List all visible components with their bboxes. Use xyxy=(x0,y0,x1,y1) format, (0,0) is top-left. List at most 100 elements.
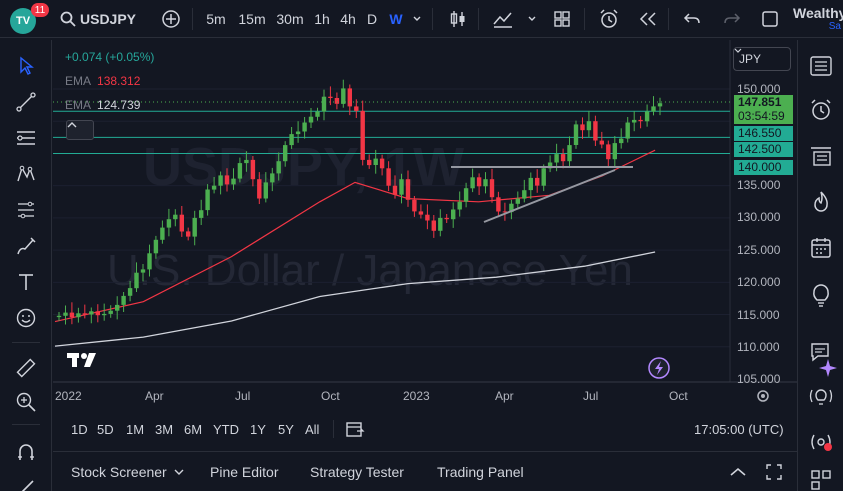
candle-body xyxy=(289,134,294,146)
currency-value: JPY xyxy=(739,52,762,66)
trendline-icon xyxy=(16,92,36,112)
interval-dropdown[interactable] xyxy=(410,0,424,38)
ema-slow-line xyxy=(54,251,656,347)
rising-trendline[interactable] xyxy=(483,169,616,223)
zoom-tool[interactable] xyxy=(10,386,42,418)
bottom-panel-bar: Stock Screener Pine Editor Strategy Test… xyxy=(53,451,797,491)
candle-body xyxy=(89,311,94,315)
currency-select[interactable]: JPY xyxy=(733,47,791,71)
maximize-panel-button[interactable] xyxy=(765,452,783,491)
interval-30m[interactable]: 30m xyxy=(276,11,304,27)
cursor-arrow-icon xyxy=(20,56,34,75)
magnet-tool[interactable] xyxy=(10,436,42,468)
candle-body xyxy=(535,177,540,186)
interval-d[interactable]: D xyxy=(366,11,378,27)
range-6m[interactable]: 6M xyxy=(184,421,203,437)
time-label: Oct xyxy=(669,389,688,403)
candle-body xyxy=(412,199,417,212)
tab-trading-panel[interactable]: Trading Panel xyxy=(437,464,524,480)
fib-tool[interactable] xyxy=(10,122,42,154)
utc-clock[interactable]: 17:05:00 (UTC) xyxy=(694,421,784,437)
range-5y[interactable]: 5Y xyxy=(278,421,294,437)
expand-panel-button[interactable] xyxy=(729,452,747,491)
fullscreen-button[interactable] xyxy=(758,0,782,38)
candle-body xyxy=(295,131,301,135)
range-1d[interactable]: 1D xyxy=(71,421,88,437)
flame-icon xyxy=(814,191,828,212)
lightning-icon[interactable] xyxy=(648,357,670,379)
undo-button[interactable] xyxy=(680,0,704,38)
indicators-dropdown[interactable] xyxy=(524,0,540,38)
candle-body xyxy=(308,116,314,123)
interval-15m[interactable]: 15m xyxy=(238,11,266,27)
list-icon xyxy=(810,56,832,76)
hotlists-button[interactable] xyxy=(805,186,837,218)
trendline-tool[interactable] xyxy=(10,86,42,118)
symbol-search-button[interactable]: USDJPY xyxy=(60,0,140,38)
range-5d[interactable]: 5D xyxy=(97,421,114,437)
ai-assistant-badge[interactable] xyxy=(818,358,838,378)
collapse-legend-button[interactable] xyxy=(66,120,94,140)
zoom-in-icon xyxy=(16,392,36,412)
chat-button[interactable] xyxy=(805,336,837,368)
candle-body xyxy=(470,177,475,189)
range-all[interactable]: All xyxy=(305,421,320,437)
range-1y[interactable]: 1Y xyxy=(250,421,266,437)
range-ytd[interactable]: YTD xyxy=(213,421,239,437)
data-window-button[interactable] xyxy=(805,140,837,172)
interval-w[interactable]: W xyxy=(389,11,403,27)
drawing-toolbar xyxy=(0,40,52,491)
text-tool[interactable] xyxy=(10,266,42,298)
ideas-button[interactable] xyxy=(805,280,837,312)
grid-icon xyxy=(811,470,831,490)
indicators-button[interactable] xyxy=(490,0,516,38)
layouts-button[interactable] xyxy=(550,0,574,38)
tab-strategy-tester[interactable]: Strategy Tester xyxy=(310,464,404,480)
candle-body xyxy=(625,122,630,139)
range-1m[interactable]: 1M xyxy=(126,421,145,437)
tab-stock-screener[interactable]: Stock Screener xyxy=(71,464,167,480)
brush-tool[interactable] xyxy=(10,230,42,262)
candle-body xyxy=(463,188,469,202)
brand-block[interactable]: Wealthy Sa xyxy=(793,5,843,35)
replay-button[interactable] xyxy=(636,0,660,38)
range-3m[interactable]: 3M xyxy=(155,421,174,437)
ideas-stream-button[interactable] xyxy=(805,382,837,414)
candles-icon xyxy=(450,11,465,27)
alert-button[interactable] xyxy=(596,0,622,38)
go-to-date-button[interactable] xyxy=(345,412,365,446)
gear-icon[interactable] xyxy=(757,390,769,402)
candle-body xyxy=(347,88,352,107)
tab-pine-editor[interactable]: Pine Editor xyxy=(210,464,279,480)
ema-fast-legend[interactable]: EMA 138.312 xyxy=(65,74,140,88)
watchlist-button[interactable] xyxy=(805,50,837,82)
interval-1h[interactable]: 1h xyxy=(314,11,330,27)
streams-button[interactable] xyxy=(805,426,837,458)
drawing-mode-tool[interactable] xyxy=(10,470,42,491)
candle-body xyxy=(224,175,230,185)
candle-body xyxy=(115,304,120,311)
rewind-icon xyxy=(639,12,656,26)
candle-body xyxy=(573,124,579,145)
chart-pane[interactable]: USDJPY, 1W U.S. Dollar / Japanese Yen 20… xyxy=(53,40,797,410)
square-icon xyxy=(762,11,778,27)
interval-4h[interactable]: 4h xyxy=(340,11,356,27)
pattern-tool[interactable] xyxy=(10,158,42,190)
emoji-tool[interactable] xyxy=(10,302,42,334)
more-widgets-button[interactable] xyxy=(805,464,837,491)
calendar-button[interactable] xyxy=(805,232,837,264)
redo-button[interactable] xyxy=(720,0,744,38)
candle-body xyxy=(127,288,133,296)
stock-screener-dropdown[interactable] xyxy=(174,452,184,491)
alerts-button[interactable] xyxy=(805,94,837,126)
candle-body xyxy=(451,209,456,220)
measure-tool[interactable] xyxy=(10,352,42,384)
compare-symbol-button[interactable] xyxy=(158,0,184,38)
ema-slow-legend[interactable]: EMA 124.739 xyxy=(65,98,140,112)
cursor-tool[interactable] xyxy=(10,50,42,82)
interval-5m[interactable]: 5m xyxy=(206,11,226,27)
chart-type-button[interactable] xyxy=(445,0,471,38)
projection-tool[interactable] xyxy=(10,194,42,226)
price-chart[interactable]: USDJPY, 1W U.S. Dollar / Japanese Yen 20… xyxy=(53,40,797,410)
watermark-symbol: USDJPY, 1W xyxy=(143,137,464,197)
